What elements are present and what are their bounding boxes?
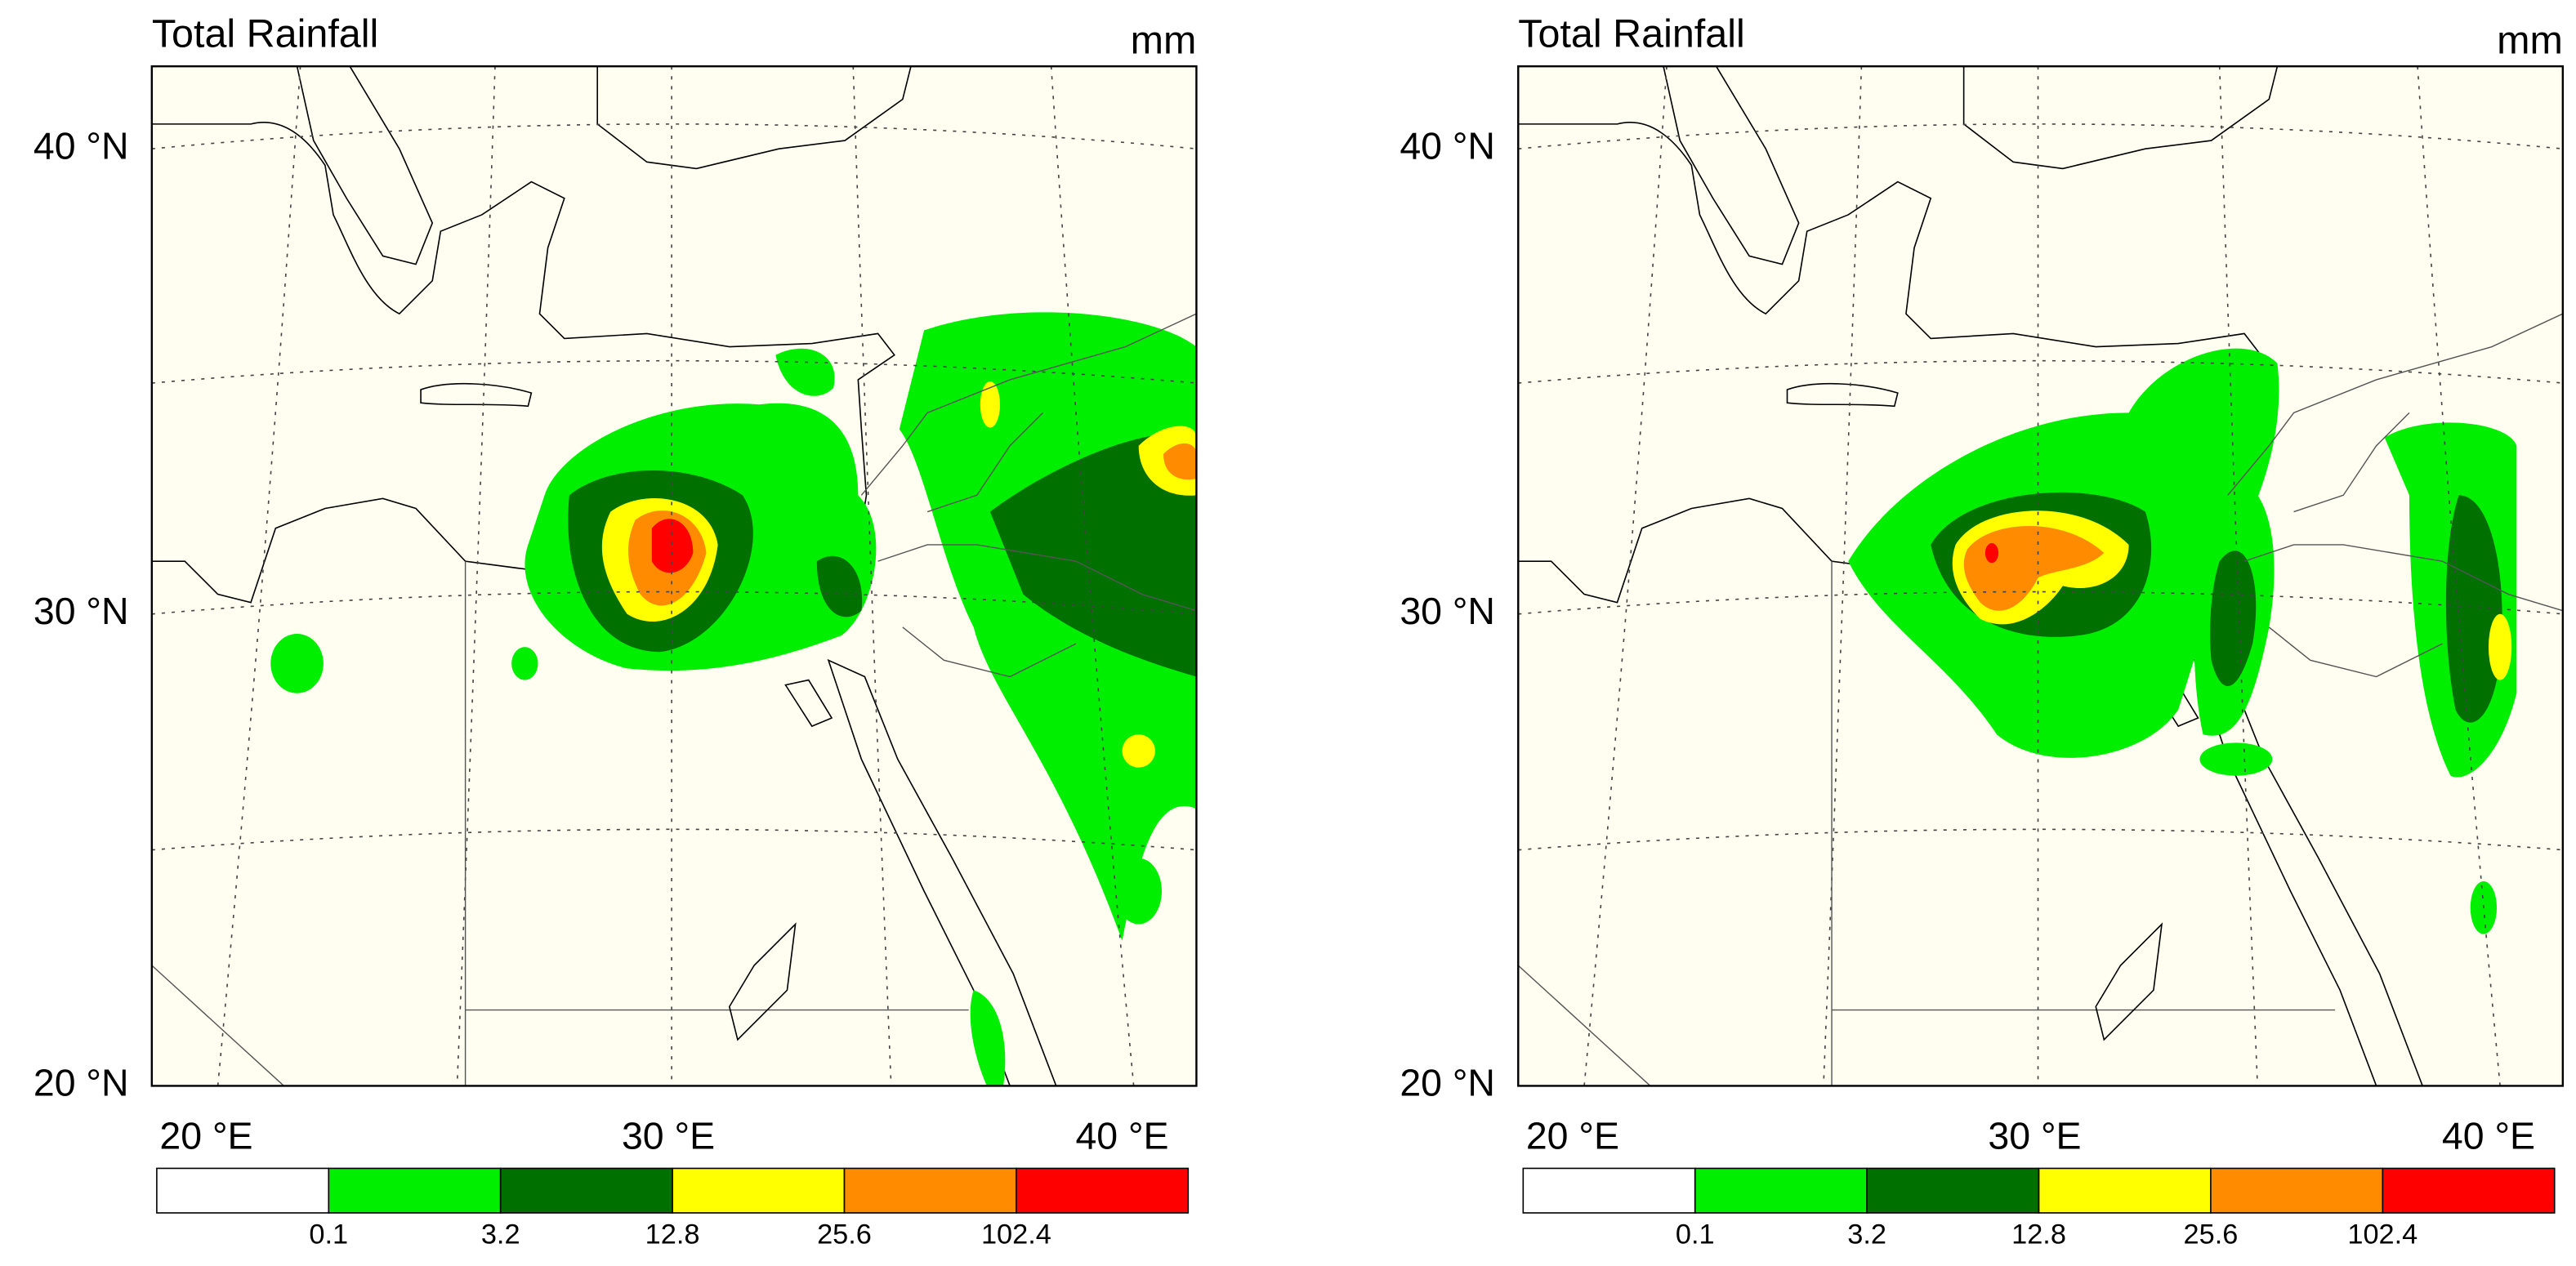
- colorbar-box: [672, 1167, 846, 1214]
- colorbar-box: [2210, 1167, 2384, 1214]
- lat-label: 20 °N: [1400, 1062, 1495, 1104]
- colorbar-label: 3.2: [1847, 1219, 1886, 1250]
- colorbar-label: 25.6: [817, 1219, 872, 1250]
- colorbar-box: [2382, 1167, 2556, 1214]
- colorbar-box: [843, 1167, 1017, 1214]
- lat-label: 40 °N: [33, 124, 129, 167]
- units: mm: [1131, 19, 1197, 63]
- lat-label: 20 °N: [33, 1062, 129, 1104]
- map-frame: [150, 65, 1198, 1087]
- colorbar-label: 3.2: [481, 1219, 520, 1250]
- colorbar-box: [1016, 1167, 1190, 1214]
- lat-label: 30 °N: [1400, 590, 1495, 632]
- colorbar-label: 0.1: [309, 1219, 348, 1250]
- map-panel: Total Rainfall mm 40 °N 30 °N 20 °N 20 °E 30 °…: [33, 12, 1198, 1250]
- colorbar-box: [1694, 1167, 1868, 1214]
- lat-label: 30 °N: [33, 590, 129, 632]
- colorbar-box: [156, 1167, 330, 1214]
- colorbar-label: 12.8: [645, 1219, 700, 1250]
- rainfall-field: [1848, 348, 2517, 934]
- colorbar-label: 0.1: [1676, 1219, 1715, 1250]
- lon-label: 40 °E: [1075, 1114, 1168, 1157]
- colorbar-box: [1866, 1167, 2040, 1214]
- colorbar-box: [499, 1167, 673, 1214]
- colorbar-box: [328, 1167, 502, 1214]
- lon-label: 20 °E: [159, 1114, 252, 1157]
- lon-label: 20 °E: [1526, 1114, 1619, 1157]
- colorbar-label: 12.8: [2011, 1219, 2066, 1250]
- map-frame: [1517, 65, 2565, 1087]
- colorbar-label: 102.4: [981, 1219, 1051, 1250]
- rainfall-field: [270, 312, 1197, 1086]
- colorbar-label: 25.6: [2184, 1219, 2239, 1250]
- lon-label: 40 °E: [2442, 1114, 2535, 1157]
- map-panel: Total Rainfall mm 40 °N 30 °N 20 °N 20 °E 30 °…: [1400, 12, 2565, 1250]
- colorbar-label: 102.4: [2347, 1219, 2418, 1250]
- map-title: Total Rainfall: [152, 12, 379, 56]
- lon-label: 30 °E: [622, 1114, 715, 1157]
- colorbar-box: [1522, 1167, 1696, 1214]
- map-title: Total Rainfall: [1518, 12, 1745, 56]
- colorbar-box: [2038, 1167, 2212, 1214]
- lon-label: 30 °E: [1988, 1114, 2081, 1157]
- units: mm: [2497, 19, 2563, 63]
- lat-label: 40 °N: [1400, 124, 1495, 167]
